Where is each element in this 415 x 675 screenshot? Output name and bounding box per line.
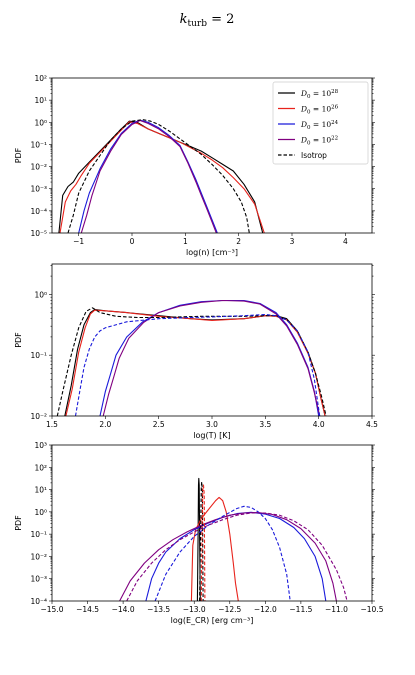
series-line-5: [200, 484, 206, 601]
x-tick-label: −13.0: [183, 605, 206, 614]
x-tick-label: 3.0: [206, 420, 218, 429]
x-tick-label: −1: [73, 237, 84, 246]
y-tick-label: 10⁰: [34, 508, 47, 517]
x-tick-label: −11.5: [289, 605, 312, 614]
y-tick-label: 10²: [34, 74, 47, 83]
series-line-1: [190, 496, 239, 601]
y-tick-label: 10⁻⁴: [30, 597, 47, 606]
legend-label: D0 = 1026: [300, 105, 339, 116]
plot-frame: [51, 444, 373, 602]
legend-label: Isotrop: [301, 151, 327, 160]
x-tick-label: −14.5: [76, 605, 99, 614]
y-axis-label: PDF: [14, 515, 23, 531]
series-line-4: [199, 481, 204, 601]
series-line-4: [56, 307, 327, 416]
y-axis-label: PDF: [14, 332, 23, 348]
y-tick-label: 10⁻³: [30, 185, 47, 194]
x-tick-label: −10.5: [361, 605, 384, 614]
x-axis-label: log(E_CR) [erg cm⁻³]: [171, 616, 254, 625]
x-axis-label: log(T) [K]: [193, 431, 230, 440]
legend-label: D0 = 1022: [300, 136, 338, 147]
series-line-3: [119, 511, 337, 601]
series-line-2: [78, 119, 218, 233]
y-tick-label: 10⁻⁵: [30, 229, 47, 238]
y-tick-label: 10⁻¹: [30, 351, 47, 360]
x-axis-label: log(n) [cm⁻³]: [186, 248, 238, 257]
x-tick-label: 4: [343, 237, 348, 246]
panel-temperature: 1.5 2.0 2.5 3.0 3.5 4.0 4.5 10⁻² 10⁻¹ 10⁰ log(T) […: [14, 263, 378, 440]
x-tick-label: 2.5: [153, 420, 165, 429]
y-tick-label: 10⁻²: [30, 163, 47, 172]
series-line-2: [99, 299, 320, 416]
series-line-1: [59, 121, 265, 233]
series-line-3: [102, 299, 321, 416]
y-tick-label: 10³: [34, 441, 47, 450]
y-tick-label: 10¹: [34, 96, 47, 105]
y-tick-label: 10⁻⁴: [30, 207, 47, 216]
x-tick-label: 2: [236, 237, 241, 246]
x-tick-label: −13.5: [147, 605, 170, 614]
panel-cosmic-ray-energy: −15.0 −14.5 −14.0 −13.5 −13.0 −12.5 −12.0 −11.5…: [14, 441, 384, 625]
x-tick-label: 2.0: [99, 420, 111, 429]
legend-label: D0 = 1024: [300, 120, 339, 131]
series-line-5: [74, 313, 321, 416]
panel-density: −1 0 1 2 3 4 10⁻⁵ 10⁻⁴ 10⁻³ 10⁻² 10⁻¹ 10⁰ 10¹ 10² log(…: [14, 74, 375, 257]
figure-title: kturb = 2: [180, 12, 235, 29]
y-tick-label: 10⁻¹: [30, 530, 47, 539]
y-tick-label: 10⁰: [34, 290, 47, 299]
x-tick-label: −15.0: [41, 605, 64, 614]
x-tick-label: 3.5: [259, 420, 271, 429]
plot-frame: [51, 263, 373, 417]
x-tick-label: −12.5: [218, 605, 241, 614]
series-line-3: [80, 119, 217, 233]
x-tick-label: −12.0: [254, 605, 277, 614]
y-tick-label: 10⁻¹: [30, 140, 47, 149]
plot-frame: [51, 77, 373, 234]
x-tick-label: 3: [290, 237, 295, 246]
x-tick-label: −14.0: [112, 605, 135, 614]
legend-label: D0 = 1028: [300, 89, 339, 100]
y-tick-label: 10⁻²: [30, 412, 47, 421]
y-axis-label: PDF: [14, 147, 23, 163]
series-line-7: [126, 512, 348, 601]
y-tick-label: 10²: [34, 463, 47, 472]
x-tick-label: 1.5: [46, 420, 58, 429]
x-tick-label: 1: [183, 237, 188, 246]
legend: D0 = 1028 D0 = 1026 D0 = 1024 D0 = 1022 Isot…: [272, 81, 369, 165]
legend-box: [272, 81, 369, 165]
y-tick-label: 10⁻²: [30, 552, 47, 561]
x-tick-label: 0: [130, 237, 135, 246]
x-tick-label: 4.5: [366, 420, 378, 429]
series-line-4: [67, 119, 250, 233]
x-tick-label: 4.0: [313, 420, 325, 429]
series-line-0: [196, 477, 201, 601]
series-line-6: [154, 505, 291, 601]
y-tick-label: 10⁰: [34, 118, 47, 127]
y-tick-label: 10¹: [34, 486, 47, 495]
y-tick-label: 10⁻³: [30, 575, 47, 584]
x-tick-label: −11.0: [325, 605, 348, 614]
